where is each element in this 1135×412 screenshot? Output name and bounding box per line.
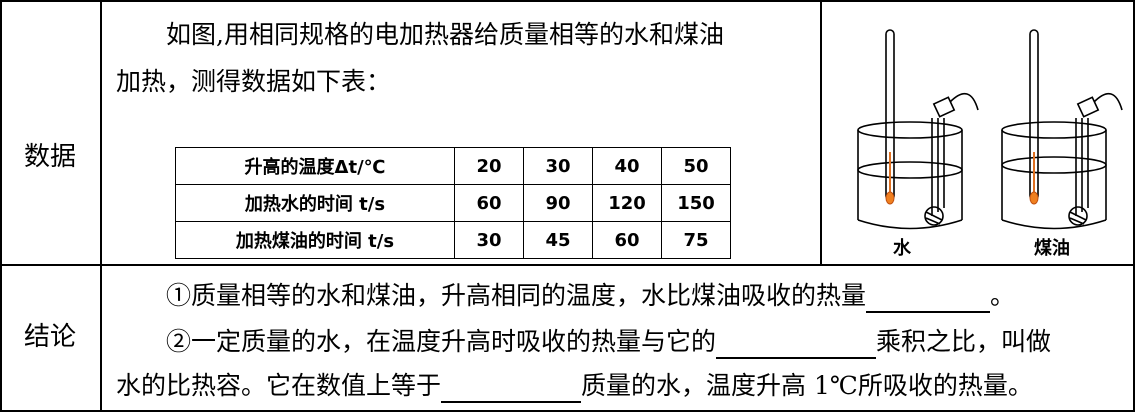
beakers-illustration — [857, 29, 1123, 230]
border-row-divider — [0, 264, 1135, 266]
table-cell: 45 — [523, 221, 593, 259]
water-label: 水 — [893, 238, 911, 259]
table-cell: 50 — [661, 147, 731, 185]
border-left — [0, 0, 2, 412]
data-table: 升高的温度Δt/℃ 20 30 40 50 加热水的时间 t/s 60 90 1… — [175, 147, 731, 259]
heating-apparatus-figure: 水 煤油 — [838, 22, 1128, 262]
border-label-divider — [100, 0, 102, 412]
table-cell: 40 — [592, 147, 662, 185]
table-cell: 20 — [454, 147, 524, 185]
table-cell: 120 — [592, 184, 662, 222]
data-row-label: 数据 — [23, 142, 76, 172]
table-cell: 90 — [523, 184, 593, 222]
table-row: 加热水的时间 t/s 60 90 120 150 — [175, 184, 731, 222]
kerosene-label: 煤油 — [1034, 238, 1070, 259]
table-row-header: 加热水的时间 t/s — [175, 184, 455, 222]
table-cell: 75 — [661, 221, 731, 259]
table-cell: 150 — [661, 184, 731, 222]
conclusion-line-3: 水的比热容。它在数值上等于 质量的水，温度升高 1℃所吸收的热量。 — [116, 371, 1033, 403]
table-row-header: 升高的温度Δt/℃ — [175, 147, 455, 185]
intro-line-2: 加热，测得数据如下表： — [116, 67, 392, 96]
kerosene-beaker — [1001, 29, 1123, 230]
border-figure-divider — [820, 0, 822, 264]
table-cell: 60 — [592, 221, 662, 259]
table-row: 升高的温度Δt/℃ 20 30 40 50 — [175, 147, 731, 185]
table-row-header: 加热煤油的时间 t/s — [175, 221, 455, 259]
table-cell: 30 — [454, 221, 524, 259]
border-top — [0, 0, 1135, 2]
conclusion-row-label: 结论 — [23, 322, 76, 352]
table-cell: 30 — [523, 147, 593, 185]
water-beaker — [857, 29, 979, 230]
answer-blank-3[interactable] — [441, 371, 582, 403]
conclusion-line-2: ②一定质量的水，在温度升高时吸收的热量与它的 乘积之比，叫做 — [166, 327, 1051, 359]
table-cell: 60 — [454, 184, 524, 222]
table-row: 加热煤油的时间 t/s 30 45 60 75 — [175, 221, 731, 259]
border-bottom — [0, 410, 1135, 412]
intro-line-1: 如图,用相同规格的电加热器给质量相等的水和煤油 — [166, 20, 724, 49]
answer-blank-2[interactable] — [716, 327, 877, 359]
answer-blank-1[interactable] — [866, 281, 991, 313]
border-right — [1133, 0, 1135, 412]
conclusion-line-1: ①质量相等的水和煤油，升高相同的温度，水比煤油吸收的热量 。 — [166, 281, 1015, 313]
